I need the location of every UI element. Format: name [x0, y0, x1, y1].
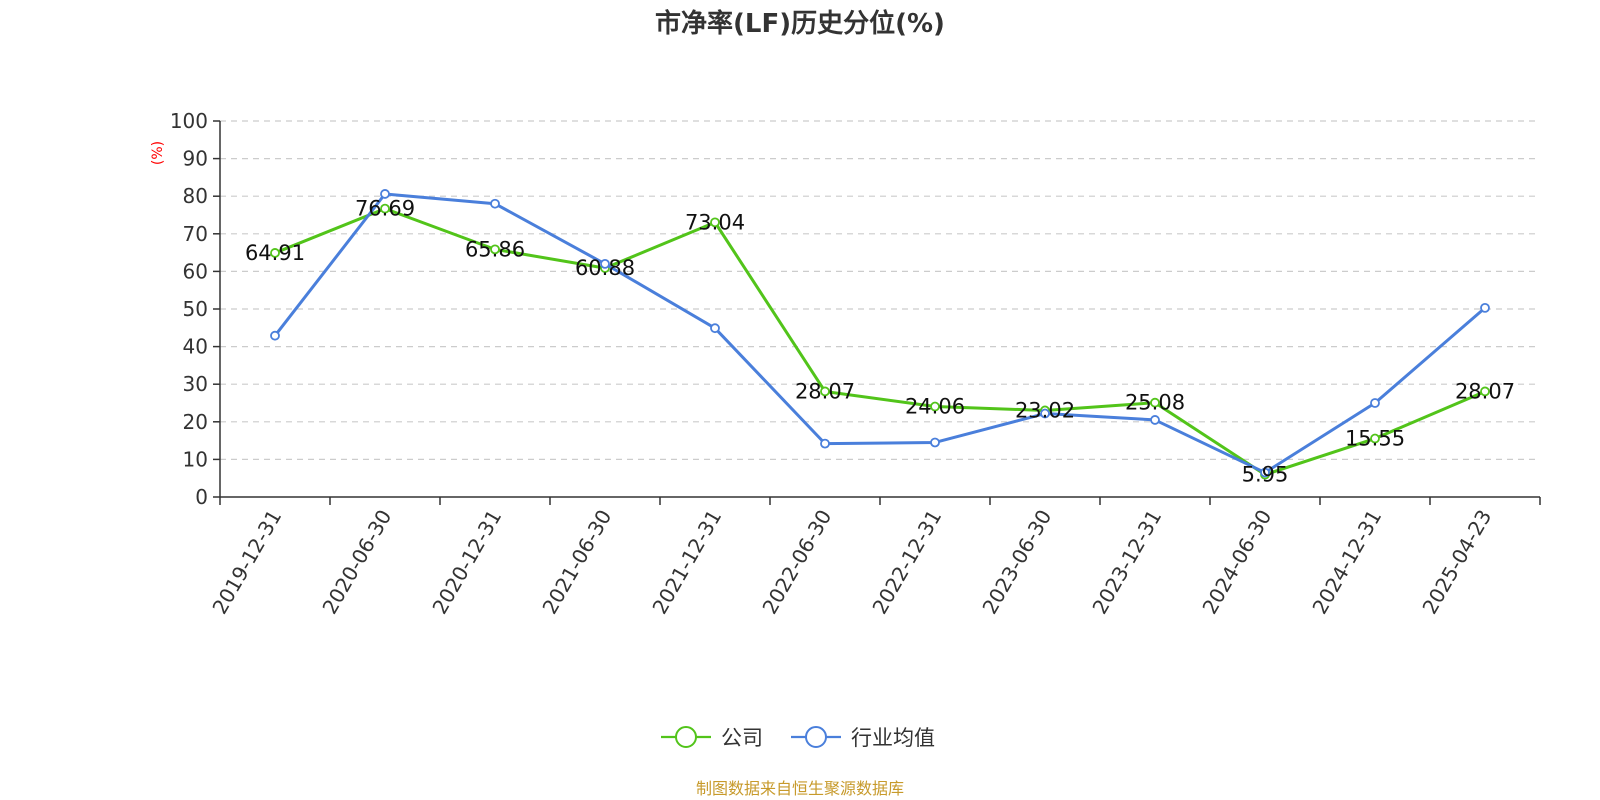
- data-point: [380, 203, 390, 214]
- data-point: [380, 189, 390, 199]
- data-label: 60.88: [575, 256, 635, 280]
- x-tick-label: 2022-06-30: [757, 506, 836, 619]
- series-line-1: [273, 192, 1486, 475]
- data-point: [490, 244, 500, 255]
- y-tick-label: 80: [183, 184, 208, 208]
- data-label: 65.86: [465, 237, 525, 261]
- legend-marker: [805, 726, 827, 748]
- x-tick-label: 2020-06-30: [317, 506, 396, 619]
- data-label: 5.95: [1242, 463, 1289, 487]
- series-layer: [270, 189, 1490, 480]
- data-point: [1480, 302, 1490, 313]
- y-tick-label: 70: [183, 222, 208, 246]
- series-line-0: [274, 207, 1486, 477]
- data-point: [1370, 433, 1380, 444]
- y-axis-unit-label: (%): [150, 141, 166, 165]
- x-tick-label: 2019-12-31: [207, 506, 286, 619]
- x-tick-label: 2021-06-30: [537, 506, 616, 619]
- data-point: [600, 258, 610, 269]
- x-tick-label: 2023-12-31: [1087, 506, 1166, 619]
- data-point: [270, 330, 280, 341]
- x-tick-label: 2021-12-31: [647, 506, 726, 619]
- y-tick-label: 60: [183, 259, 208, 283]
- data-point: [1260, 467, 1270, 478]
- legend-label: 公司: [721, 726, 763, 750]
- x-tick-label: 2024-06-30: [1197, 506, 1276, 619]
- data-point: [1150, 415, 1160, 425]
- data-point: [710, 217, 720, 228]
- data-label: 28.07: [795, 379, 855, 403]
- y-tick-label: 20: [183, 410, 208, 434]
- axes: 0 10 20 30 40 50 60 70 80 90 100 2019-12-31 2020-06-…: [170, 109, 1541, 619]
- data-point: [1370, 398, 1380, 408]
- chart-title: 市净率(LF)历史分位(%): [655, 8, 945, 39]
- data-point: [490, 198, 500, 209]
- x-tick-label: 2020-12-31: [427, 506, 506, 619]
- legend-label: 行业均值: [851, 726, 935, 750]
- data-point: [820, 438, 830, 449]
- data-label: 73.04: [685, 210, 745, 234]
- data-label: 28.07: [1455, 379, 1515, 403]
- y-tick-label: 100: [170, 109, 208, 133]
- data-point: [710, 323, 720, 334]
- x-tick-label: 2024-12-31: [1307, 506, 1386, 619]
- grid-lines: [220, 120, 1540, 460]
- x-tick-label: 2025-04-23: [1417, 506, 1496, 619]
- data-label: 76.69: [355, 197, 415, 221]
- legend: 公司 行业均值: [661, 726, 935, 750]
- data-point: [930, 437, 940, 448]
- data-point: [270, 248, 280, 258]
- y-tick-label: 10: [183, 447, 208, 471]
- legend-marker: [675, 726, 697, 748]
- data-label: 23.02: [1015, 398, 1075, 422]
- data-labels: 64.91 76.69 65.86 60.88 73.04 28.07 24.06 23.02…: [245, 197, 1515, 487]
- y-tick-label: 40: [183, 335, 208, 359]
- y-tick-label: 50: [183, 297, 208, 321]
- x-tick-label: 2022-12-31: [867, 506, 946, 619]
- data-point: [1480, 386, 1490, 397]
- data-label: 64.91: [245, 241, 305, 265]
- data-point: [820, 386, 830, 397]
- data-point: [1040, 408, 1050, 419]
- x-tick-label: 2023-06-30: [977, 506, 1056, 619]
- y-tick-label: 90: [183, 147, 208, 171]
- data-label: 15.55: [1345, 427, 1405, 451]
- data-point: [1150, 397, 1160, 408]
- data-label: 24.06: [905, 395, 965, 419]
- y-tick-label: 0: [195, 485, 208, 509]
- data-point: [930, 401, 940, 412]
- y-tick-label: 30: [183, 372, 208, 396]
- source-note: 制图数据来自恒生聚源数据库: [696, 779, 904, 798]
- data-label: 25.08: [1125, 391, 1185, 415]
